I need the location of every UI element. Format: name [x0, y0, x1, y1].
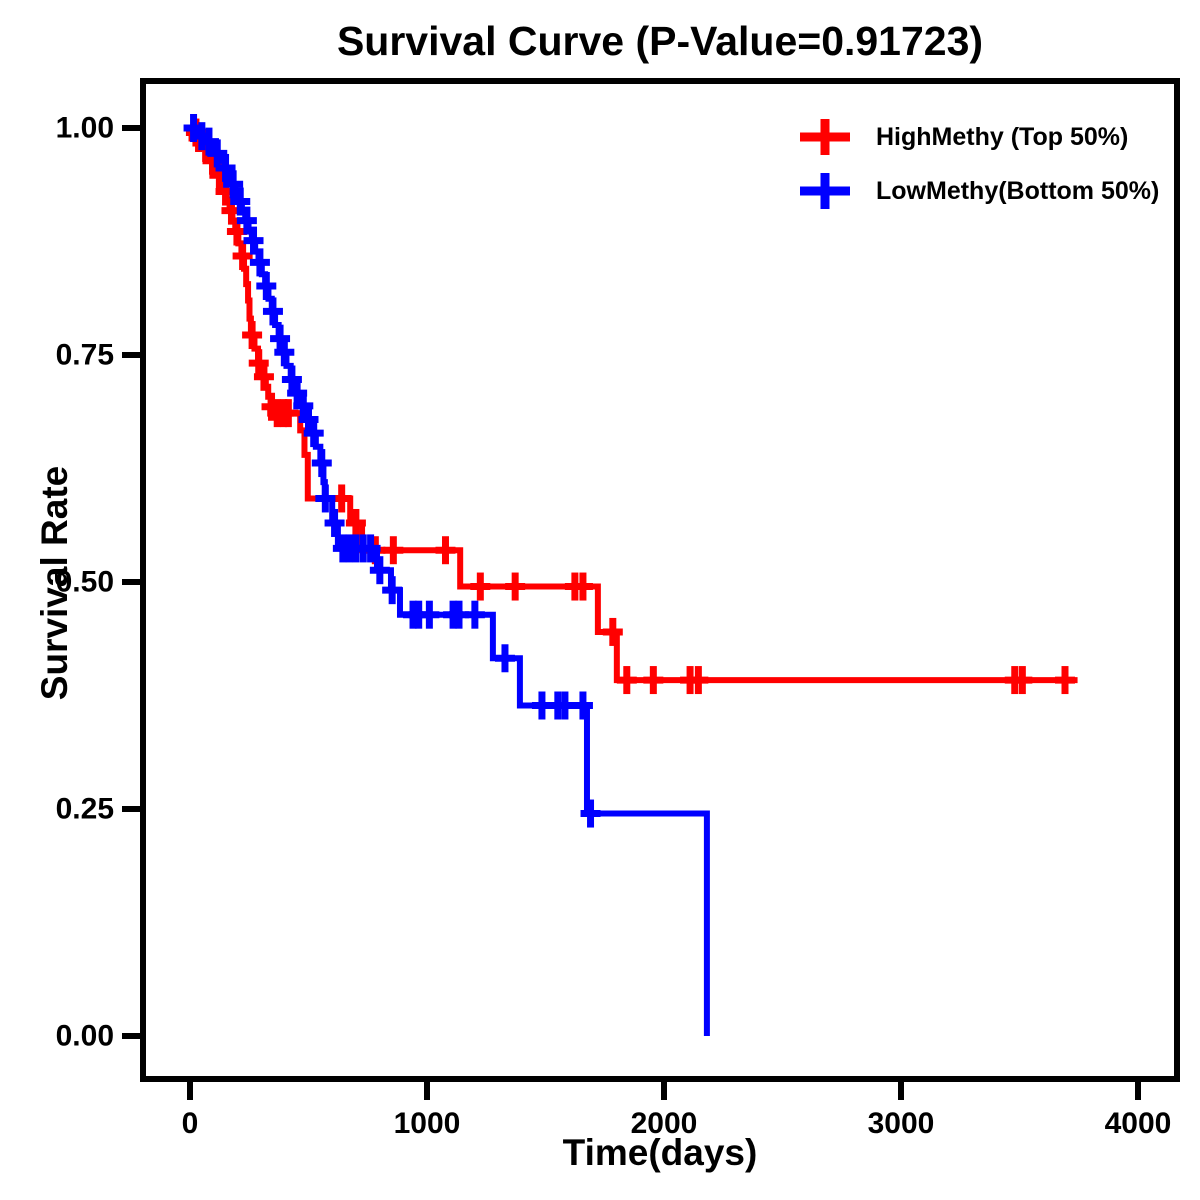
- legend-label-highmethy: HighMethy (Top 50%): [876, 122, 1129, 151]
- legend-label-lowmethy: LowMethy(Bottom 50%): [876, 176, 1160, 205]
- y-tick-label: 0.00: [56, 1020, 114, 1053]
- survival-curves: [183, 114, 1078, 1036]
- x-tick-label: 4000: [1105, 1107, 1172, 1140]
- x-tick-label: 1000: [394, 1107, 461, 1140]
- x-tick-label: 2000: [631, 1107, 698, 1140]
- y-tick-label: 0.50: [56, 566, 114, 599]
- x-tick-label: 3000: [868, 1107, 935, 1140]
- y-tick-label: 0.25: [56, 793, 114, 826]
- y-tick-label: 0.75: [56, 339, 114, 372]
- chart-title: Survival Curve (P-Value=0.91723): [336, 18, 984, 64]
- series-lowmethy: [183, 114, 710, 1036]
- plot-border: [140, 78, 1180, 1082]
- x-axis-title: Time(days): [562, 1132, 758, 1173]
- x-tick-label: 0: [182, 1107, 199, 1140]
- blue-plus-censor-icon: [800, 173, 850, 209]
- y-tick-label: 1.00: [56, 112, 114, 145]
- legend-item-highmethy: HighMethy (Top 50%): [796, 114, 1159, 160]
- x-axis-ticks: 0 1000 2000 3000 4000: [182, 1079, 1172, 1140]
- y-axis-ticks: 1.00 0.75 0.50 0.25 0.00: [56, 112, 143, 1053]
- red-plus-censor-icon: [800, 119, 850, 155]
- legend-item-lowmethy: LowMethy(Bottom 50%): [796, 168, 1159, 214]
- legend: HighMethy (Top 50%) LowMethy(Bottom 50%): [796, 114, 1159, 214]
